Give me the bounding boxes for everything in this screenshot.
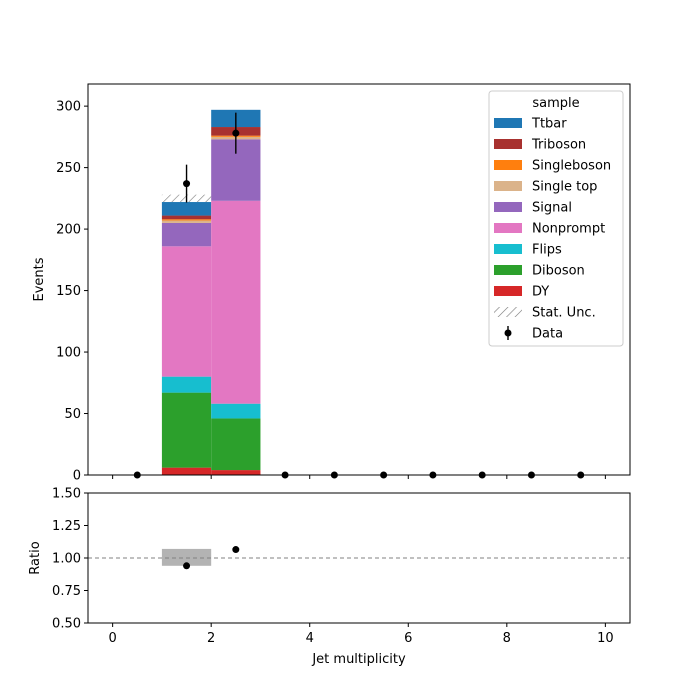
- bar-flips-bin-1: [211, 403, 261, 419]
- main-plot-marks: [133, 109, 585, 479]
- main-plot-frame: [87, 83, 631, 476]
- legend: sample Ttbar Triboson Singleboson Single to…: [488, 90, 624, 347]
- ratio-y-axis: 0.50 0.75 1.00 1.25 1.50: [52, 487, 88, 632]
- bar-diboson-bin-0: [161, 392, 212, 468]
- legend-swatch-flips: [494, 244, 522, 254]
- bar-dy-bin-1: [211, 470, 261, 475]
- legend-label-data: Data: [532, 327, 563, 342]
- ratio-y-tick-label: 1.00: [52, 552, 81, 567]
- ratio-x-tick-label: 0: [108, 631, 116, 646]
- ratio-y-tick-label: 0.75: [52, 584, 81, 599]
- legend-label-diboson: Diboson: [532, 264, 585, 279]
- ratio-y-tick-label: 1.25: [52, 519, 81, 534]
- ratio-y-tick-label: 1.50: [52, 487, 81, 502]
- legend-label-single-top: Single top: [532, 180, 597, 195]
- legend-label-ttbar: Ttbar: [531, 117, 567, 132]
- main-y-tick-label: 150: [56, 284, 81, 299]
- legend-swatch-triboson: [494, 139, 522, 149]
- main-y-axis-label: Events: [32, 257, 47, 301]
- bar-flips-bin-0: [161, 376, 212, 393]
- main-y-tick-label: 250: [56, 161, 81, 176]
- bar-ttbar-bin-0: [161, 202, 212, 216]
- ratio-x-tick-label: 4: [306, 631, 314, 646]
- bar-diboson-bin-1: [211, 418, 261, 471]
- legend-label-signal: Signal: [532, 201, 572, 216]
- ratio-x-tick-label: 10: [597, 631, 614, 646]
- ratio-x-tick-label: 8: [503, 631, 511, 646]
- main-x-axis: [112, 475, 606, 479]
- legend-swatch-ttbar: [494, 118, 522, 128]
- legend-swatch-signal: [494, 202, 522, 212]
- legend-title: sample: [532, 96, 579, 111]
- legend-label-singleboson: Singleboson: [532, 159, 611, 174]
- legend-box: [488, 90, 624, 347]
- ratio-plot-marks: [88, 546, 630, 570]
- main-y-tick-label: 100: [56, 346, 81, 361]
- legend-entries: Ttbar Triboson Singleboson Single top Signal…: [494, 117, 611, 342]
- ratio-x-tick-label: 6: [404, 631, 412, 646]
- bar-nonprompt-bin-1: [211, 200, 261, 404]
- legend-label-triboson: Triboson: [531, 138, 586, 153]
- legend-label-dy: DY: [532, 285, 549, 300]
- ratio-unc-band-bin-0: [161, 548, 212, 566]
- ratio-point: [183, 562, 191, 570]
- main-y-tick-label: 0: [73, 469, 81, 484]
- ratio-y-tick-label: 0.50: [52, 617, 81, 632]
- x-axis-label: Jet multiplicity: [311, 652, 406, 667]
- legend-swatch-stat-unc: [494, 307, 522, 317]
- legend-label-flips: Flips: [532, 243, 562, 258]
- legend-data-marker: [504, 329, 512, 337]
- legend-swatch-singleboson: [494, 160, 522, 170]
- bar-nonprompt-bin-0: [161, 246, 212, 377]
- data-point: [183, 180, 191, 188]
- bar-singleboson-bin-0: [161, 219, 212, 221]
- ratio-x-axis: 0 2 4 6 8 10: [108, 623, 614, 646]
- ratio-point: [232, 546, 240, 554]
- legend-swatch-dy: [494, 286, 522, 296]
- legend-label-nonprompt: Nonprompt: [532, 222, 605, 237]
- legend-swatch-single-top: [494, 181, 522, 191]
- bar-dy-bin-0: [161, 467, 212, 475]
- ratio-y-axis-label: Ratio: [28, 541, 43, 574]
- main-y-axis: 0 50 100 150 200 250 300: [56, 100, 88, 484]
- main-y-tick-label: 300: [56, 100, 81, 115]
- main-y-tick-label: 200: [56, 223, 81, 238]
- data-point: [232, 129, 240, 137]
- bar-signal-bin-0: [161, 222, 212, 247]
- main-y-tick-label: 50: [64, 407, 81, 422]
- legend-swatch-nonprompt: [494, 223, 522, 233]
- legend-label-stat-unc: Stat. Unc.: [532, 306, 596, 321]
- ratio-plot-panel: 0.50 0.75 1.00 1.25 1.50 0 2 4 6 8 10 Ratio Jet m…: [28, 487, 631, 667]
- ratio-x-tick-label: 2: [207, 631, 215, 646]
- main-plot-panel: 0 50 100 150 200 250 300 Events: [32, 83, 631, 484]
- bar-triboson-bin-0: [161, 215, 212, 220]
- legend-swatch-diboson: [494, 265, 522, 275]
- bar-single-top-bin-0: [161, 220, 212, 223]
